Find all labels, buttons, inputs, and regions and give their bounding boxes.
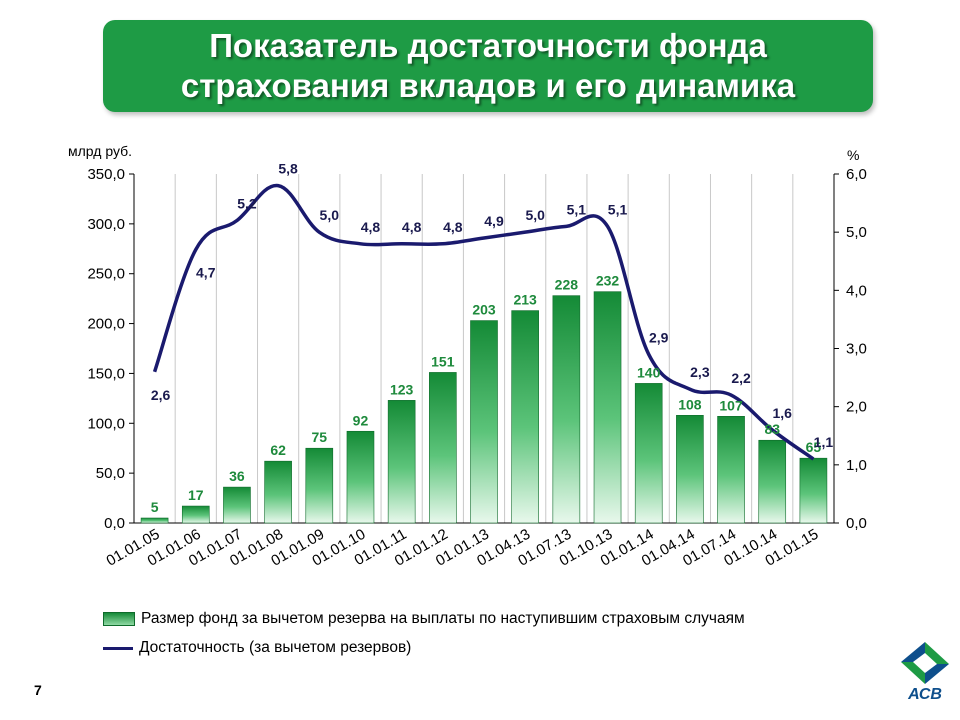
line-data-label: 2,2 xyxy=(731,370,751,386)
bar xyxy=(676,415,704,524)
y-tick-label-right: 6,0 xyxy=(846,166,867,183)
bar xyxy=(387,400,416,524)
y-tick-label-left: 100,0 xyxy=(87,415,125,432)
line-data-label: 4,9 xyxy=(484,213,504,229)
y-axis-label-right: % xyxy=(847,147,859,163)
line-data-label: 4,8 xyxy=(402,219,422,235)
line-data-label: 1,6 xyxy=(773,405,793,421)
bar xyxy=(470,320,498,524)
line-data-label: 4,8 xyxy=(443,219,463,235)
legend-swatch-line xyxy=(103,646,133,650)
bar xyxy=(634,383,663,524)
y-tick-label-left: 0,0 xyxy=(104,515,125,532)
bar xyxy=(758,439,787,524)
line-data-label: 4,8 xyxy=(361,219,381,235)
title-line-1: Показатель достаточности фонда xyxy=(209,27,767,64)
line-data-label: 5,1 xyxy=(567,201,587,217)
series-line-adequacy xyxy=(152,183,815,461)
bar-data-label: 108 xyxy=(678,396,702,412)
y-tick-label-left: 150,0 xyxy=(87,365,125,382)
y-tick-label-right: 3,0 xyxy=(846,341,867,358)
y-axis-label-left: млрд руб. xyxy=(68,143,132,159)
bar-data-label: 92 xyxy=(353,412,369,428)
logo-text: АСВ xyxy=(908,686,942,703)
legend-label-bars: Размер фонд за вычетом резерва на выплат… xyxy=(141,610,745,627)
bar-data-label: 62 xyxy=(270,442,286,458)
bar xyxy=(305,447,334,524)
bar-data-label: 17 xyxy=(188,487,204,503)
line-data-label: 5,0 xyxy=(525,207,545,223)
logo-mark-icon xyxy=(901,642,949,684)
y-tick-label-right: 2,0 xyxy=(846,399,867,416)
bar-data-label: 213 xyxy=(513,292,537,308)
bar-data-label: 123 xyxy=(390,381,414,397)
bar xyxy=(140,517,169,524)
bar xyxy=(429,372,457,524)
y-tick-label-left: 250,0 xyxy=(87,266,125,283)
bar xyxy=(264,460,292,524)
bar-data-label: 36 xyxy=(229,468,245,484)
bar-data-label: 65 xyxy=(806,439,822,455)
line-data-label: 4,7 xyxy=(196,265,216,281)
title-line-2: страхования вкладов и его динамика xyxy=(180,67,796,104)
page-number: 7 xyxy=(34,682,42,698)
y-tick-label-right: 0,0 xyxy=(846,515,867,532)
line-data-label: 5,2 xyxy=(237,196,257,212)
bar xyxy=(511,310,539,524)
legend-item-bars: Размер фонд за вычетом резерва на выплат… xyxy=(103,610,745,628)
legend-item-line: Достаточность (за вычетом резервов) xyxy=(103,639,411,657)
bar-data-label: 232 xyxy=(596,273,620,289)
bar xyxy=(552,295,581,524)
bar-data-label: 75 xyxy=(312,429,328,445)
asv-logo: АСВ xyxy=(897,640,953,710)
y-tick-label-left: 350,0 xyxy=(87,166,125,183)
bar xyxy=(223,486,251,524)
y-tick-label-right: 4,0 xyxy=(846,282,867,299)
bar xyxy=(181,505,210,524)
bar xyxy=(799,457,828,524)
y-tick-label-left: 200,0 xyxy=(87,316,125,333)
bar xyxy=(717,416,745,524)
bar-data-label: 203 xyxy=(472,302,496,318)
bar xyxy=(593,291,622,524)
line-data-label: 2,9 xyxy=(649,329,669,345)
y-tick-label-left: 50,0 xyxy=(96,465,125,482)
line-data-label: 1,1 xyxy=(814,434,834,450)
legend-swatch-bars xyxy=(103,612,135,626)
y-tick-label-right: 1,0 xyxy=(846,457,867,474)
line-data-label: 5,1 xyxy=(608,201,628,217)
line-data-label: 2,3 xyxy=(690,364,710,380)
y-tick-label-right: 5,0 xyxy=(846,224,867,241)
line-data-label: 5,8 xyxy=(278,161,298,177)
legend-label-line: Достаточность (за вычетом резервов) xyxy=(139,639,412,656)
line-data-label: 5,0 xyxy=(320,207,340,223)
bar-data-label: 151 xyxy=(431,353,455,369)
bar-data-label: 5 xyxy=(151,499,159,515)
bar-data-label: 83 xyxy=(764,421,780,437)
bar-data-label: 228 xyxy=(555,277,579,293)
bar-data-label: 107 xyxy=(719,397,743,413)
bar xyxy=(346,430,375,524)
bar-data-label: 140 xyxy=(637,364,661,380)
chart-svg: 0,0 50,0 100,0 150,0 200,0 250,0 300,0 350,0 0,0… xyxy=(68,143,867,570)
title-banner: Показатель достаточности фонда страхован… xyxy=(103,20,873,112)
y-tick-label-left: 300,0 xyxy=(87,216,125,233)
line-data-label: 2,6 xyxy=(151,387,171,403)
